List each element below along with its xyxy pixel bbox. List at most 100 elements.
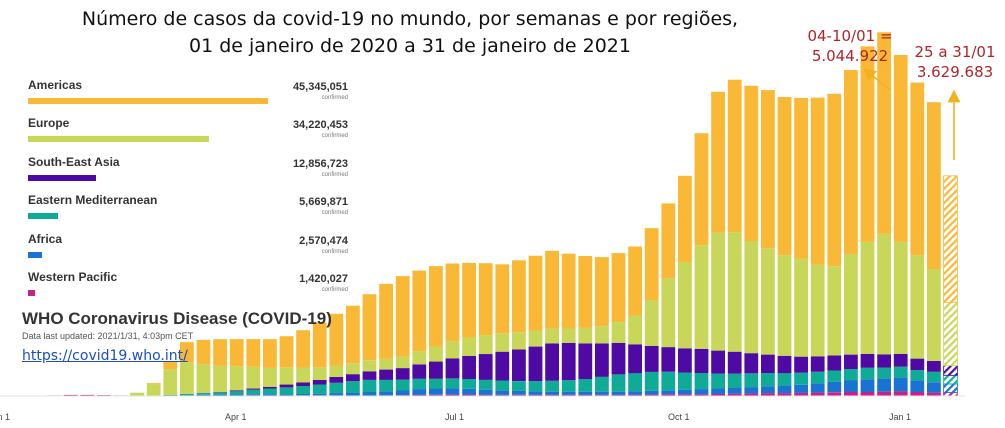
bar-segment-americas [379,283,393,359]
bar-segment-eastern-mediterranean [163,395,178,396]
bar-segment-eastern-mediterranean [777,373,792,386]
bar-segment-americas [395,276,410,357]
bar-segment-eastern-mediterranean [611,374,626,392]
bar-segment-americas [827,93,842,267]
bar-segment-africa [395,390,410,396]
bar-segment-eastern-mediterranean [744,373,759,388]
bar-segment-eastern-mediterranean [312,384,327,394]
bar-segment-eastern-mediterranean [678,372,692,390]
legend-value: 1,420,027 [299,272,348,285]
bar-segment-western-pacific [810,392,825,397]
bar-segment-americas [429,266,443,347]
bar-segment-eastern-mediterranean [445,378,460,389]
bar-segment-americas [263,339,277,368]
annotation-last-week-date: 25 a 31/01 [914,43,996,61]
bar-segment-africa [379,391,393,396]
bar-segment-africa [661,390,676,395]
bar-segment-eastern-mediterranean [528,381,543,392]
region-legend: Americas 45,345,051 confirmed Europe 34,220,… [28,78,348,308]
bar-segment-africa [512,390,526,395]
bar-segment-africa [711,388,725,394]
bar-segment-eastern-mediterranean [711,373,725,389]
bar-segment-eastern-mediterranean [478,379,493,390]
legend-row: Western Pacific 1,420,027 confirmed [28,270,348,308]
bar-segment-africa [893,377,908,392]
bar-segment-eastern-mediterranean [860,367,875,380]
legend-value: 2,570,474 [299,234,348,247]
bar-segment-africa [628,391,642,395]
bar-segment-africa [545,391,559,395]
bar-segment-africa [246,394,261,396]
bar-segment-europe [644,300,659,346]
bar-segment-americas [628,246,642,316]
legend-confirmed-label: confirmed [321,95,348,101]
bar-segment-europe [279,367,294,385]
legend-bar [28,251,42,258]
bar-segment-europe [860,241,875,354]
legend-bar [28,289,35,296]
bar-segment-americas [545,250,559,329]
bar-segment-south-east-asia [213,392,227,393]
bar-segment-south-east-asia [263,386,277,389]
bar-segment-eastern-mediterranean [213,392,227,395]
bar-segment-africa [312,393,327,396]
bar-segment-americas [163,361,178,370]
bar-segment-americas [196,339,211,365]
bar-segment-africa [495,390,510,395]
bar-segment-eastern-mediterranean [827,370,842,382]
bar-segment-americas [744,85,759,242]
legend-row: South-East Asia 12,856,723 confirmed [28,155,348,193]
bar-segment-south-east-asia [661,347,676,372]
bar-segment-south-east-asia [279,384,294,388]
bar-segment-europe [744,241,759,354]
bar-segment-south-east-asia [595,343,609,377]
data-last-updated: Data last updated: 2021/1/31, 4:03pm CET [22,331,194,341]
bar-segment-western-pacific [827,392,842,396]
annotation-peak-date: 04-10/01 = [807,27,893,45]
bar-segment-south-east-asia [412,364,427,379]
bar-segment-europe [777,255,792,356]
bar-segment-eastern-mediterranean [296,385,310,394]
bar-segment-europe [578,327,593,344]
bar-segment-south-east-asia [827,355,842,371]
bar-segment-south-east-asia [794,356,808,373]
bar-segment-europe [528,330,543,347]
bar-segment-europe [263,367,277,387]
bar-segment-africa [844,380,858,392]
bar-segment-eastern-mediterranean [794,372,808,385]
bar-segment-africa [213,394,227,396]
who-link[interactable]: https://covid19.who.int/ [22,348,188,364]
bar-segment-americas [312,322,327,368]
bar-segment-south-east-asia [561,342,576,381]
bar-segment-europe [827,266,842,356]
bar-segment-south-east-asia [246,388,261,390]
bar-segment-americas [578,256,593,328]
bar-segment-south-east-asia [727,351,742,374]
bar-segment-eastern-mediterranean [462,379,476,389]
bar-segment-eastern-mediterranean [893,366,908,378]
legend-region-name: Americas [28,78,83,92]
bar-segment-americas [644,228,659,300]
bar-segment-americas [362,294,377,361]
bar-segment-americas [445,263,460,342]
who-dashboard-title: WHO Coronavirus Disease (COVID-19) [22,309,332,328]
bar-segment-eastern-mediterranean [727,373,742,388]
bar-segment-western-pacific [445,394,460,396]
bar-segment-africa [229,394,244,396]
annotation-last-week-value: 3.629.683 [916,63,994,81]
bar-segment-eastern-mediterranean [246,389,261,395]
bar-segment-europe [329,365,344,377]
bar-segment-eastern-mediterranean [578,379,593,392]
bar-segment-south-east-asia [296,382,310,386]
legend-value: 45,345,051 [292,81,348,93]
bar-segment-africa [810,383,825,393]
bar-segment-africa [196,394,211,396]
bar-segment-europe [445,341,460,359]
bar-segment-south-east-asia [329,377,344,383]
bar-segment-europe [893,241,908,354]
bar-segment-europe [694,245,709,349]
bar-segment-europe [661,278,676,348]
bar-segment-south-east-asia [694,348,709,373]
bar-segment-americas [678,175,692,263]
